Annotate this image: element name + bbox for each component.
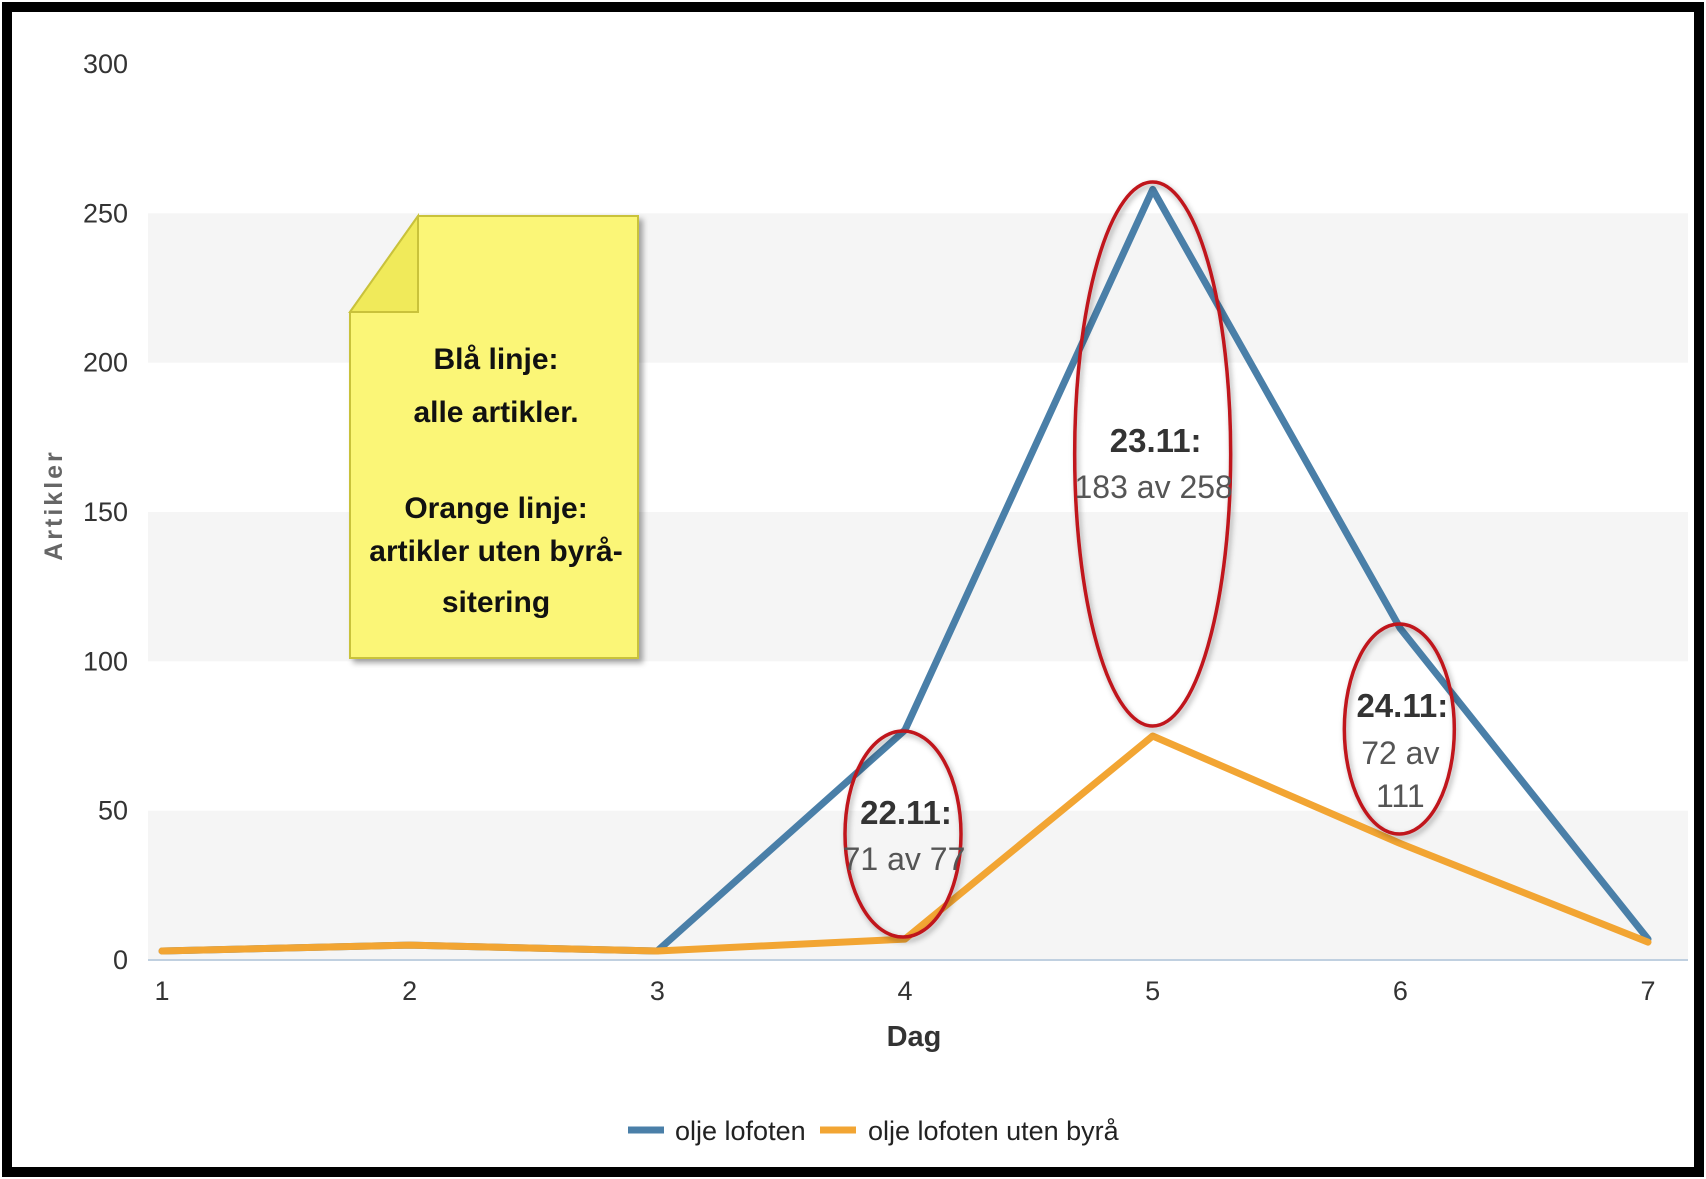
y-axis-ticks: 0 50 100 150 200 250 300 [83, 49, 128, 975]
series-line-2 [158, 732, 1652, 955]
x-tick-label: 5 [1145, 976, 1160, 1006]
x-tick-label: 4 [897, 976, 912, 1006]
note-line: artikler uten byrå- [369, 535, 622, 568]
annotation-circle [1342, 622, 1457, 836]
grid-band [148, 810, 1688, 960]
annotation-value: 72 av [1361, 735, 1439, 771]
x-tick-label: 2 [402, 976, 417, 1006]
y-tick-label: 100 [83, 646, 128, 676]
legend-label: olje lofoten [675, 1116, 806, 1146]
note-line: Orange linje: [404, 492, 587, 525]
annotation-date: 23.11: [1110, 422, 1202, 459]
y-tick-label: 50 [98, 796, 128, 826]
x-tick-label: 3 [650, 976, 665, 1006]
x-tick-label: 6 [1393, 976, 1408, 1006]
note-line: sitering [442, 586, 550, 619]
annotation-date: 24.11: [1356, 687, 1448, 724]
annotation-value: 71 av 77 [843, 841, 966, 877]
x-axis-title: Dag [887, 1021, 942, 1053]
legend-label: olje lofoten uten byrå [868, 1116, 1120, 1146]
y-axis-title: Artikler [40, 449, 68, 561]
sticky-note: Blå linje: alle artikler. Orange linje: art… [348, 212, 639, 659]
y-tick-label: 150 [83, 497, 128, 527]
y-tick-label: 250 [83, 198, 128, 228]
annotation-circle [1072, 180, 1233, 728]
note-line: Blå linje: [433, 343, 558, 376]
axis-titles: Dag Artikler [40, 449, 941, 1053]
annotations: 22.11: 71 av 77 23.11: 183 av 258 24.11: 72 a… [843, 180, 1457, 939]
legend: olje lofoten olje lofoten uten byrå [628, 1116, 1120, 1146]
annotation-value: 183 av 258 [1074, 469, 1232, 505]
annotation-value: 111 [1376, 778, 1425, 814]
annotation-date: 22.11: [860, 794, 952, 831]
y-tick-label: 300 [83, 49, 128, 79]
x-tick-label: 7 [1640, 976, 1655, 1006]
note-text: Blå linje: alle artikler. Orange linje: art… [369, 343, 622, 619]
y-tick-label: 200 [83, 348, 128, 378]
x-tick-label: 1 [154, 976, 169, 1006]
note-fold [348, 212, 419, 313]
note-line: alle artikler. [413, 396, 578, 429]
annotation-circle [843, 729, 963, 939]
x-axis-ticks: 1 2 3 4 5 6 7 [154, 976, 1655, 1006]
y-tick-label: 0 [113, 945, 128, 975]
